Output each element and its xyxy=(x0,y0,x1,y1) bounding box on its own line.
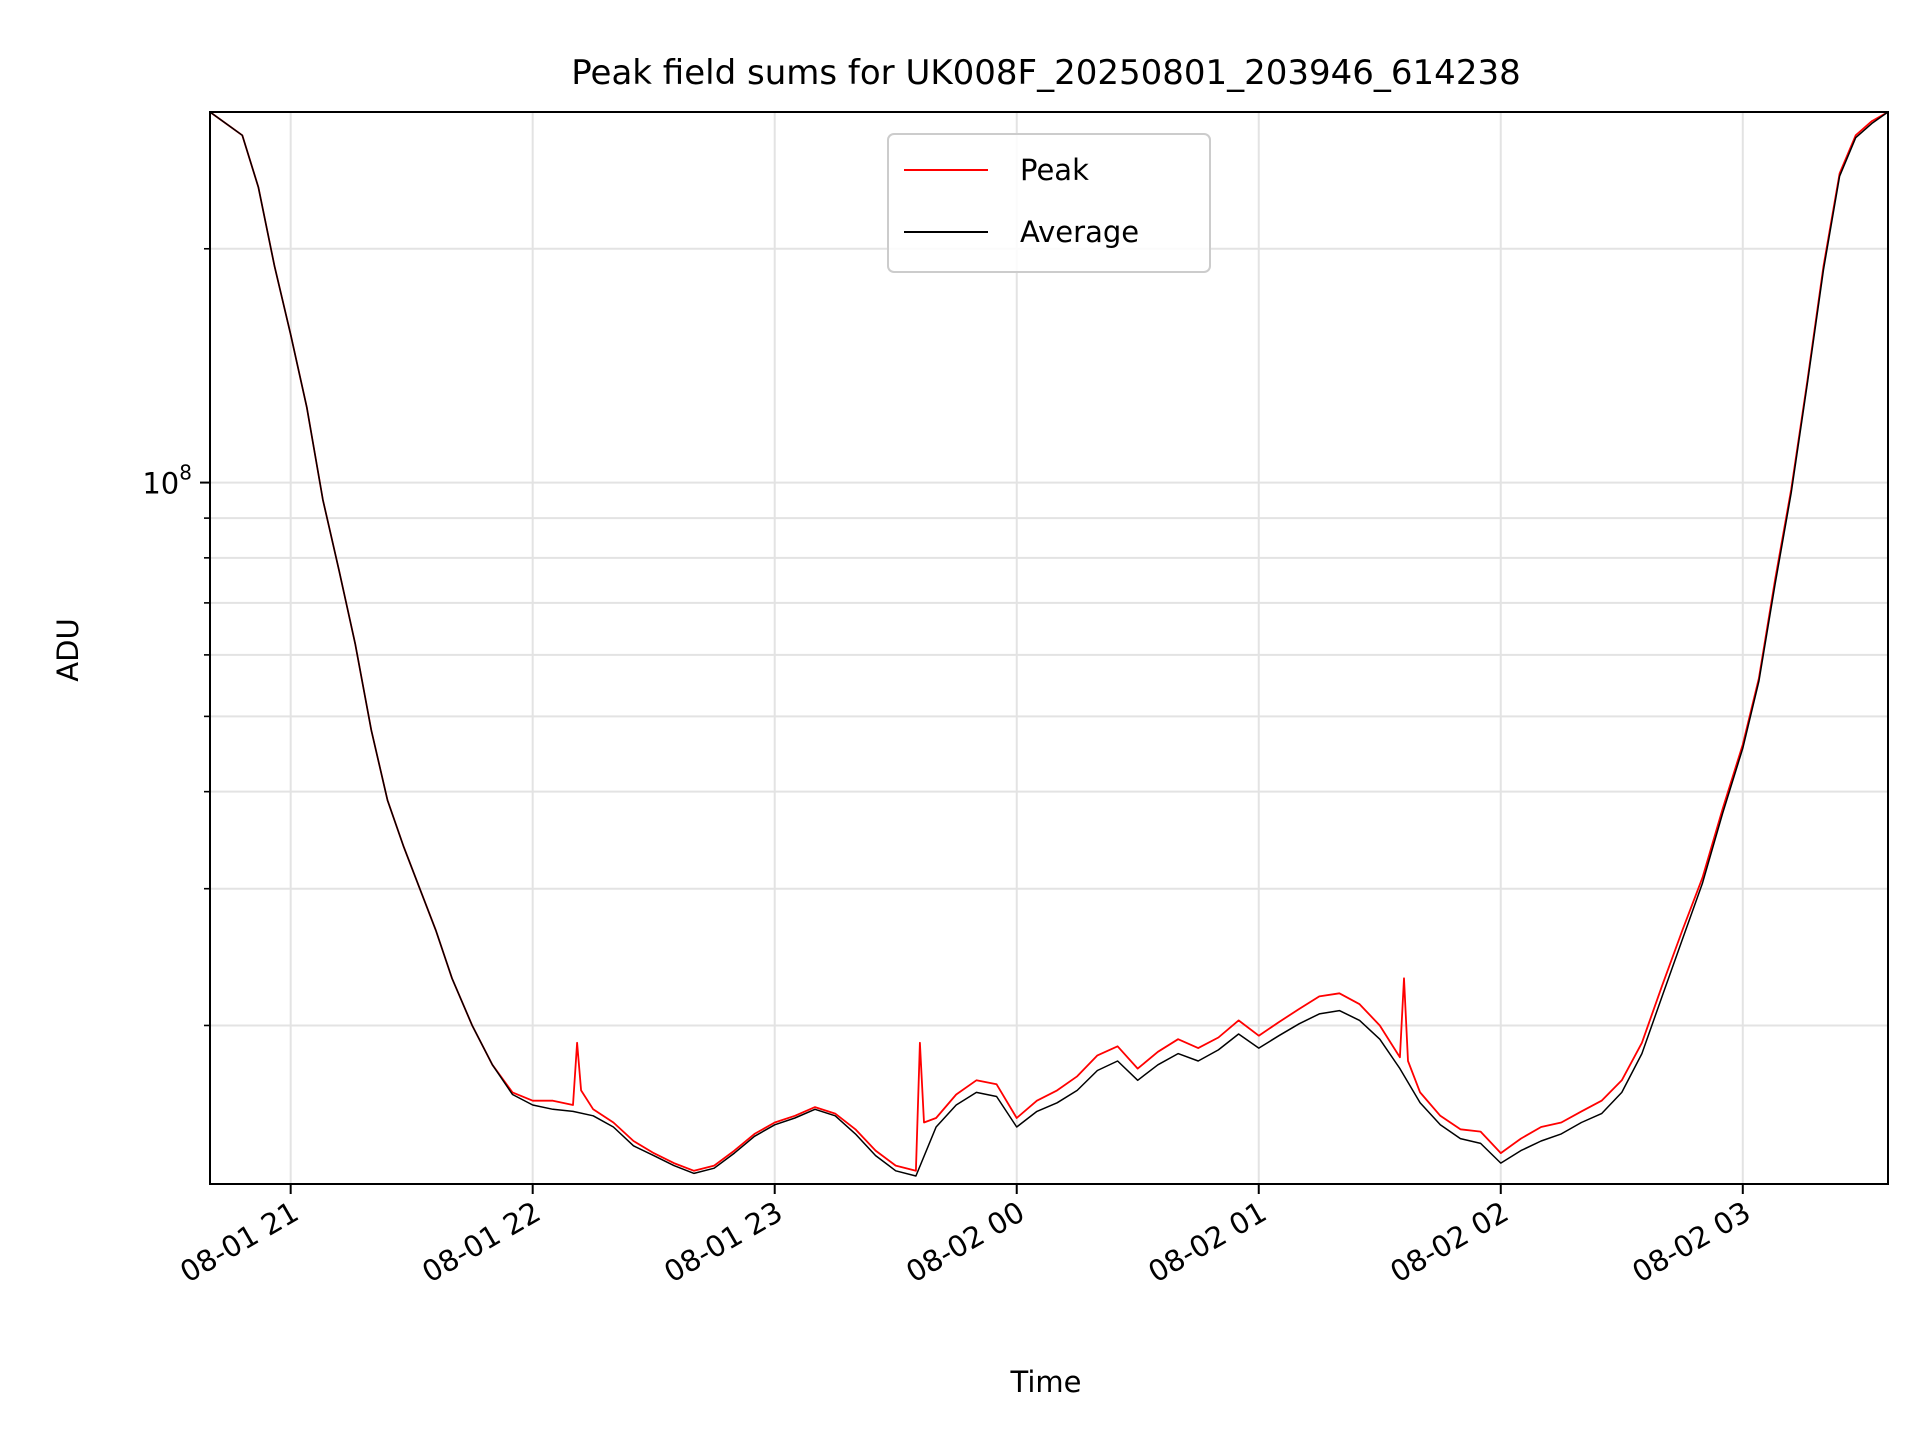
y-tick-label: 108 xyxy=(142,461,192,501)
x-axis-label: Time xyxy=(1010,1365,1082,1399)
plot-series xyxy=(209,111,1889,1177)
series-line-average xyxy=(209,111,1889,1177)
legend: Peak Average xyxy=(887,133,1211,273)
chart-title: Peak field sums for UK008F_20250801_2039… xyxy=(571,53,1520,93)
legend-box xyxy=(887,133,1211,273)
legend-label: Peak xyxy=(1020,153,1089,187)
grid-lines xyxy=(210,112,1888,1184)
legend-label: Average xyxy=(1020,215,1139,249)
axes-frame xyxy=(209,111,1889,1185)
y-axis-label: ADU xyxy=(51,618,85,681)
